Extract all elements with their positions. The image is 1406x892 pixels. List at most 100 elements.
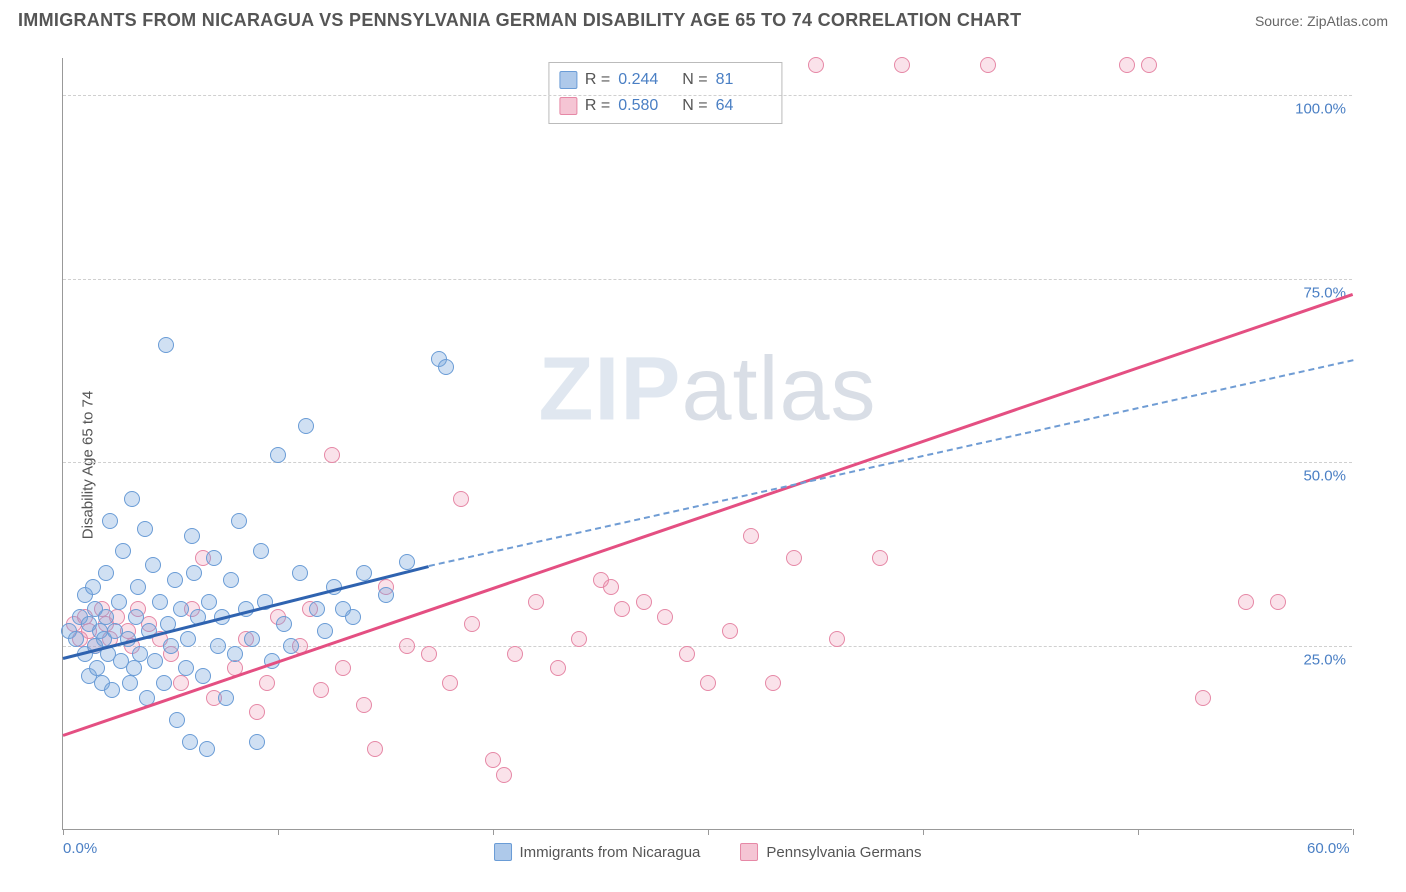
- legend-r-value: 0.580: [618, 97, 674, 115]
- scatter-point: [309, 601, 325, 617]
- scatter-point: [894, 57, 910, 73]
- grid-line: [63, 95, 1352, 96]
- legend-r-label: R =: [585, 97, 610, 115]
- scatter-point: [1141, 57, 1157, 73]
- scatter-point: [195, 668, 211, 684]
- scatter-point: [206, 550, 222, 566]
- grid-line: [63, 279, 1352, 280]
- y-tick-label: 25.0%: [1303, 652, 1346, 669]
- x-tick: [278, 829, 279, 835]
- trend-line-blue-dashed: [428, 359, 1353, 567]
- scatter-point: [298, 418, 314, 434]
- scatter-point: [115, 543, 131, 559]
- scatter-point: [85, 579, 101, 595]
- trend-line-pink: [63, 293, 1354, 737]
- x-tick: [1138, 829, 1139, 835]
- scatter-point: [829, 631, 845, 647]
- x-tick-label: 60.0%: [1307, 840, 1350, 857]
- scatter-point: [324, 447, 340, 463]
- x-tick: [1353, 829, 1354, 835]
- scatter-point: [201, 594, 217, 610]
- scatter-point: [571, 631, 587, 647]
- scatter-point: [1270, 594, 1286, 610]
- legend-r-label: R =: [585, 71, 610, 89]
- scatter-point: [603, 579, 619, 595]
- scatter-point: [231, 513, 247, 529]
- legend-n-value: 81: [716, 71, 772, 89]
- scatter-point: [111, 594, 127, 610]
- scatter-point: [169, 712, 185, 728]
- scatter-point: [1119, 57, 1135, 73]
- scatter-point: [132, 646, 148, 662]
- scatter-point: [163, 638, 179, 654]
- y-tick-label: 50.0%: [1303, 468, 1346, 485]
- x-tick: [708, 829, 709, 835]
- scatter-point: [743, 528, 759, 544]
- scatter-point: [367, 741, 383, 757]
- scatter-point: [507, 646, 523, 662]
- scatter-point: [657, 609, 673, 625]
- x-tick: [923, 829, 924, 835]
- scatter-point: [270, 447, 286, 463]
- legend-swatch-pink: [740, 843, 758, 861]
- grid-line: [63, 646, 1352, 647]
- scatter-point: [68, 631, 84, 647]
- scatter-point: [808, 57, 824, 73]
- scatter-point: [485, 752, 501, 768]
- scatter-point: [980, 57, 996, 73]
- scatter-point: [872, 550, 888, 566]
- scatter-point: [223, 572, 239, 588]
- plot-area: ZIPatlas R = 0.244 N = 81 R = 0.580 N = …: [62, 58, 1352, 830]
- scatter-point: [98, 565, 114, 581]
- legend-row: R = 0.244 N = 81: [559, 67, 772, 93]
- scatter-point: [438, 359, 454, 375]
- legend-n-label: N =: [682, 71, 707, 89]
- scatter-point: [173, 675, 189, 691]
- chart-title: IMMIGRANTS FROM NICARAGUA VS PENNSYLVANI…: [18, 10, 1021, 31]
- scatter-point: [421, 646, 437, 662]
- scatter-point: [356, 697, 372, 713]
- scatter-point: [130, 579, 146, 595]
- scatter-point: [128, 609, 144, 625]
- scatter-point: [679, 646, 695, 662]
- watermark-light: atlas: [681, 339, 876, 439]
- scatter-point: [496, 767, 512, 783]
- scatter-point: [765, 675, 781, 691]
- scatter-point: [722, 623, 738, 639]
- scatter-point: [335, 660, 351, 676]
- scatter-point: [345, 609, 361, 625]
- scatter-point: [550, 660, 566, 676]
- series-legend: Immigrants from Nicaragua Pennsylvania G…: [494, 843, 922, 861]
- x-tick: [63, 829, 64, 835]
- scatter-point: [98, 609, 114, 625]
- scatter-point: [147, 653, 163, 669]
- legend-item: Immigrants from Nicaragua: [494, 843, 701, 861]
- scatter-point: [122, 675, 138, 691]
- scatter-point: [244, 631, 260, 647]
- scatter-point: [182, 734, 198, 750]
- scatter-point: [104, 682, 120, 698]
- y-tick-label: 100.0%: [1295, 100, 1346, 117]
- scatter-point: [313, 682, 329, 698]
- scatter-point: [173, 601, 189, 617]
- scatter-point: [186, 565, 202, 581]
- scatter-point: [636, 594, 652, 610]
- scatter-point: [442, 675, 458, 691]
- x-tick: [493, 829, 494, 835]
- scatter-point: [137, 521, 153, 537]
- scatter-point: [249, 734, 265, 750]
- scatter-point: [378, 587, 394, 603]
- scatter-point: [156, 675, 172, 691]
- legend-n-value: 64: [716, 97, 772, 115]
- x-tick-label: 0.0%: [63, 840, 97, 857]
- scatter-point: [1195, 690, 1211, 706]
- legend-label: Pennsylvania Germans: [766, 844, 921, 861]
- scatter-point: [453, 491, 469, 507]
- scatter-point: [180, 631, 196, 647]
- source-label: Source: ZipAtlas.com: [1255, 13, 1388, 29]
- legend-item: Pennsylvania Germans: [740, 843, 921, 861]
- legend-swatch-blue: [559, 71, 577, 89]
- scatter-point: [152, 594, 168, 610]
- watermark: ZIPatlas: [538, 338, 876, 441]
- scatter-point: [145, 557, 161, 573]
